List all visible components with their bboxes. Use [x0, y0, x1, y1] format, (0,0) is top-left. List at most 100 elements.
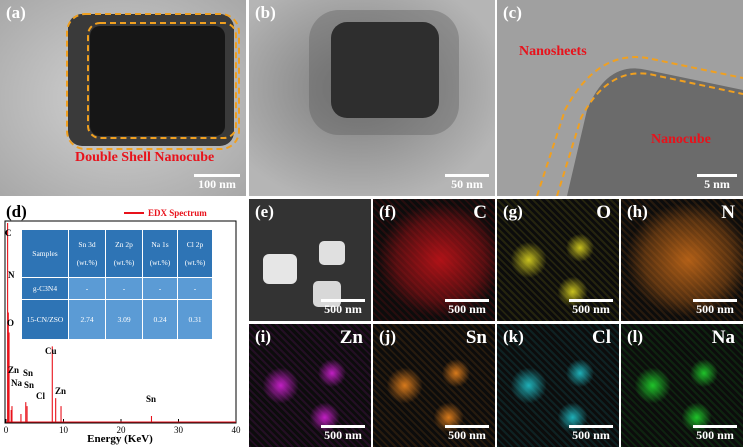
scale-bar-j: 500 nm — [445, 425, 489, 443]
scale-bar-l-text: 500 nm — [696, 428, 734, 442]
panel-f-label: (f) — [379, 202, 396, 221]
scale-bar-c: 5 nm — [697, 174, 737, 192]
panel-g: (g) O 500 nm — [497, 199, 619, 321]
peak-label-c: C — [5, 228, 12, 238]
header-na: Na 1s (wt.%) — [142, 229, 178, 278]
x-tick-label: 40 — [232, 425, 242, 435]
header-sn: Sn 3d (wt.%) — [68, 229, 106, 278]
nanosheets-annotation: Nanosheets — [519, 44, 587, 59]
nanocube-core — [331, 22, 439, 118]
table-row: 15-CN/ZSO 2.74 3.09 0.24 0.31 — [21, 299, 213, 340]
panel-h: (h) N 500 nm — [621, 199, 743, 321]
peak-label-n: N — [8, 270, 15, 280]
scale-bar-k-text: 500 nm — [572, 428, 610, 442]
panel-a: (a) Double Shell Nanocube 100 nm — [0, 0, 246, 196]
table-cell: - — [142, 277, 178, 300]
scale-bar-b: 50 nm — [445, 174, 489, 192]
scale-bar-a: 100 nm — [194, 174, 240, 192]
panel-j-label: (j) — [379, 327, 396, 346]
table-cell: 15-CN/ZSO — [21, 299, 69, 340]
scale-bar-h-text: 500 nm — [696, 302, 734, 316]
table-cell: 2.74 — [68, 299, 106, 340]
header-na-text: Na 1s — [151, 240, 169, 249]
peak-label-o: O — [7, 318, 14, 328]
scale-bar-i-text: 500 nm — [324, 428, 362, 442]
header-zn-text: Zn 2p — [115, 240, 133, 249]
scale-bar-l: 500 nm — [693, 425, 737, 443]
header-cl-unit: (wt.%) — [184, 258, 206, 267]
panel-g-label: (g) — [503, 202, 523, 221]
panel-a-image — [0, 0, 246, 196]
panel-e-label: (e) — [255, 202, 274, 221]
table-header-row: Samples Sn 3d (wt.%) Zn 2p (wt.%) Na 1s (wt… — [21, 229, 213, 278]
peak-label-sn-2: Sn — [24, 380, 34, 390]
panel-i: (i) Zn 500 nm — [249, 324, 371, 447]
table-row: g-C3N4 - - - - — [21, 277, 213, 300]
table-cell: 3.09 — [105, 299, 143, 340]
panel-a-label: (a) — [6, 3, 26, 22]
element-f: C — [473, 202, 487, 223]
table-cell: - — [68, 277, 106, 300]
scale-bar-a-text: 100 nm — [198, 177, 236, 191]
composition-table: Samples Sn 3d (wt.%) Zn 2p (wt.%) Na 1s (wt… — [21, 229, 213, 340]
panel-d-label: (d) — [6, 202, 27, 221]
table-cell: - — [177, 277, 213, 300]
element-h: N — [721, 202, 735, 223]
header-zn-unit: (wt.%) — [113, 258, 135, 267]
header-na-unit: (wt.%) — [149, 258, 171, 267]
edx-chart: EDX Spectrum 0 10 20 30 40 Energy (KeV) C N … — [4, 208, 242, 445]
inner-shell-outline — [87, 22, 237, 139]
element-l: Na — [711, 327, 735, 348]
scale-bar-g: 500 nm — [569, 299, 613, 317]
peak-label-cu: Cu — [45, 346, 57, 356]
scale-bar-g-text: 500 nm — [572, 302, 610, 316]
scale-bar-e-text: 500 nm — [324, 302, 362, 316]
panel-b-image — [249, 0, 495, 196]
header-sn-unit: (wt.%) — [76, 258, 98, 267]
map-i-background — [249, 324, 371, 447]
scale-bar-h: 500 nm — [693, 299, 737, 317]
panel-c: (c) Nanosheets Nanocube 5 nm — [497, 0, 743, 196]
x-tick-label: 30 — [174, 425, 184, 435]
element-g: O — [596, 202, 611, 223]
scale-bar-i: 500 nm — [321, 425, 365, 443]
panel-l-label: (l) — [627, 327, 644, 346]
header-cl-text: Cl 2p — [186, 240, 204, 249]
panel-l: (l) Na 500 nm — [621, 324, 743, 447]
panel-j: (j) Sn 500 nm — [373, 324, 495, 447]
header-samples-text: Samples — [32, 249, 58, 258]
edx-spectrum-line — [6, 223, 236, 423]
legend-label: EDX Spectrum — [148, 208, 207, 218]
table-cell: g-C3N4 — [21, 277, 69, 300]
header-sn-text: Sn 3d — [78, 240, 96, 249]
scale-bar-j-text: 500 nm — [448, 428, 486, 442]
panel-c-label: (c) — [503, 3, 522, 22]
scale-bar-f-text: 500 nm — [448, 302, 486, 316]
panel-b: (b) 50 nm — [249, 0, 495, 196]
scale-bar-b-text: 50 nm — [451, 177, 483, 191]
outer-shell-outline — [66, 13, 240, 150]
outer-boundary — [536, 56, 743, 196]
double-shell-annotation: Double Shell Nanocube — [75, 150, 215, 165]
panel-h-label: (h) — [627, 202, 648, 221]
element-i: Zn — [339, 327, 363, 348]
panel-e: (e) 500 nm — [249, 199, 371, 321]
table-cell: 0.24 — [142, 299, 178, 340]
peak-label-na: Na — [11, 378, 22, 388]
peak-label-sn-k: Sn — [146, 394, 156, 404]
nanocube-annotation: Nanocube — [651, 132, 711, 147]
x-tick-label: 0 — [4, 425, 9, 435]
panel-d: (d) EDX Spectrum 0 10 20 30 40 Energy (KeV) … — [0, 199, 246, 447]
element-k: Cl — [592, 327, 611, 348]
panel-f: (f) C 500 nm — [373, 199, 495, 321]
x-tick-label: 10 — [59, 425, 69, 435]
table-cell: 0.31 — [177, 299, 213, 340]
peak-label-zn-l: Zn — [8, 365, 19, 375]
header-zn: Zn 2p (wt.%) — [105, 229, 143, 278]
panel-b-label: (b) — [255, 3, 276, 22]
scale-bar-f: 500 nm — [445, 299, 489, 317]
panel-c-image — [497, 0, 743, 196]
panel-k-label: (k) — [503, 327, 524, 346]
scale-bar-c-text: 5 nm — [704, 177, 730, 191]
nanocube-inner — [90, 26, 225, 136]
